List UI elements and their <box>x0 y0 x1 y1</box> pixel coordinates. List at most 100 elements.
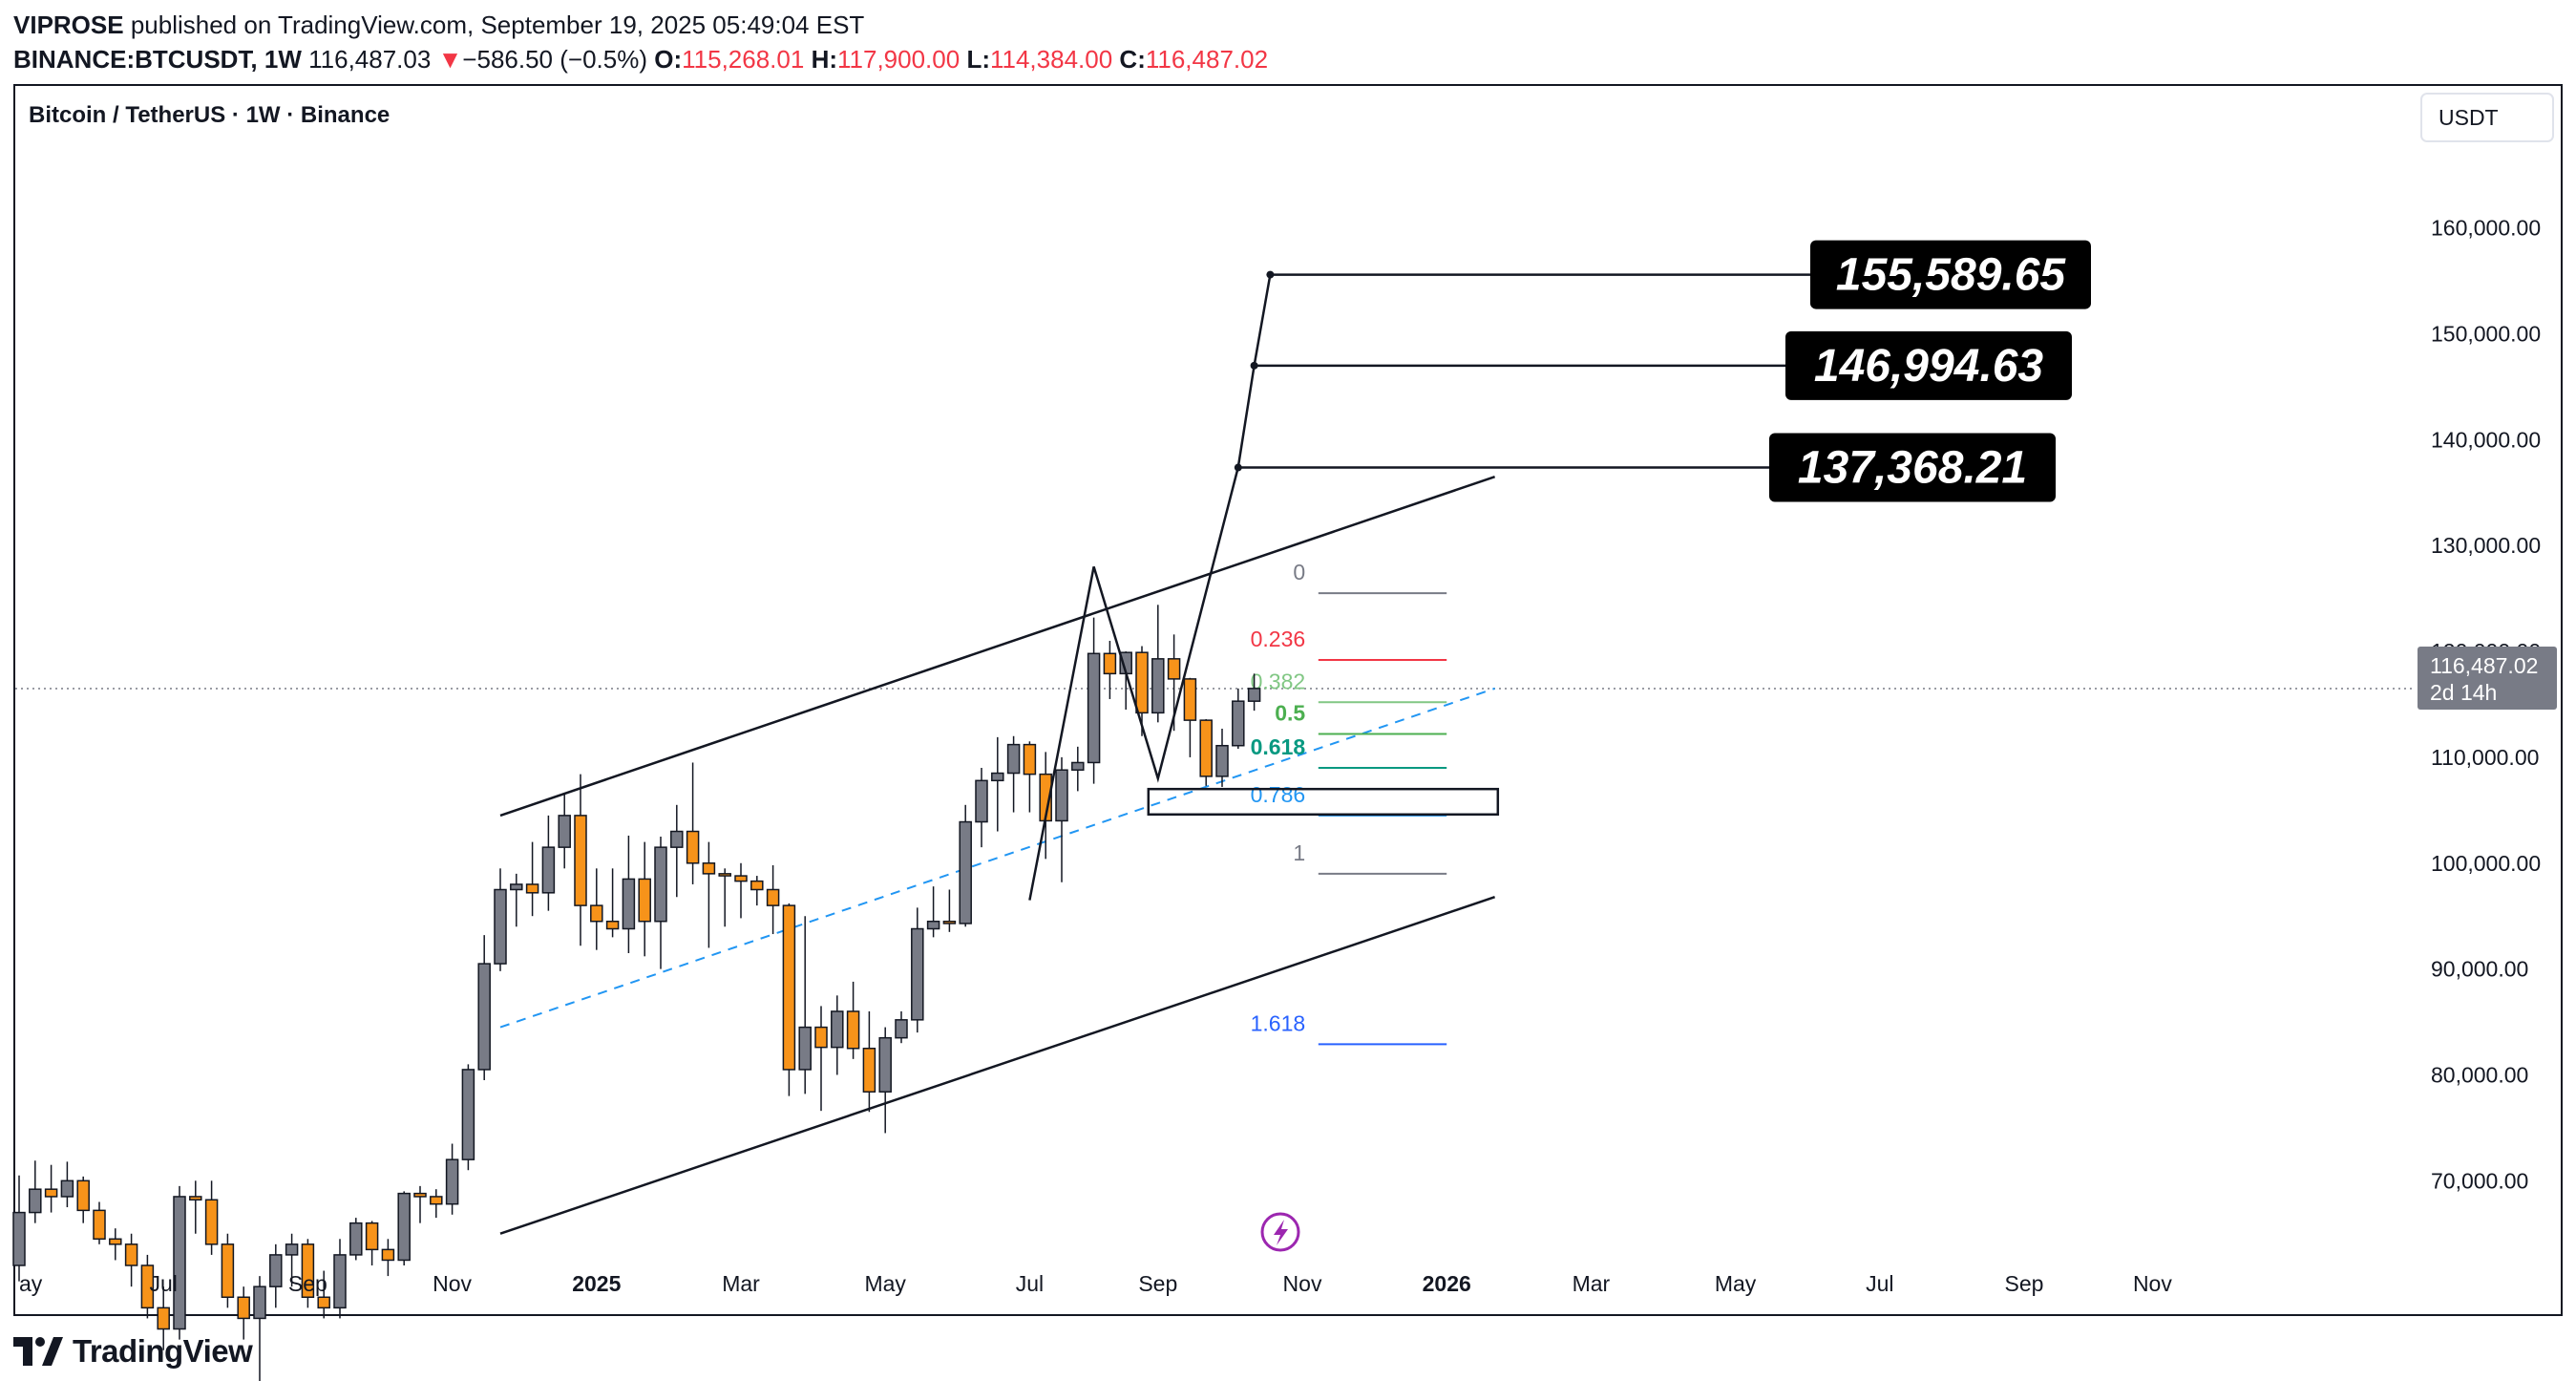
candle-body <box>1103 652 1117 675</box>
low-label: L: <box>966 45 990 74</box>
y-tick-label: 90,000.00 <box>2431 957 2528 982</box>
candle-body <box>846 1010 860 1050</box>
projection-path[interactable] <box>1028 274 1272 901</box>
target-label-box[interactable] <box>1810 240 2091 309</box>
candle-body <box>734 875 748 882</box>
candle-body <box>397 1192 411 1262</box>
y-tick-label: 140,000.00 <box>2431 427 2541 452</box>
candle-body <box>461 1069 475 1160</box>
candle-body <box>1215 744 1229 777</box>
target-label: 137,368.21 <box>1798 443 2027 494</box>
candle-body <box>1199 719 1213 777</box>
candle-body <box>12 1211 26 1266</box>
candle-body <box>1232 700 1245 747</box>
candle-body <box>413 1192 427 1198</box>
fib-level-label: 0.5 <box>1275 701 1305 726</box>
x-tick-label: Jul <box>149 1271 177 1296</box>
price-tag-value: 116,487.02 <box>2430 653 2538 678</box>
candle-body <box>1023 743 1037 775</box>
tradingview-logo-icon[interactable] <box>13 1337 63 1366</box>
candle-body <box>1247 688 1261 702</box>
target-label-box[interactable] <box>1785 330 2072 400</box>
candle-body <box>1087 652 1101 764</box>
x-tick-label: ay <box>19 1271 43 1296</box>
x-tick-label: Mar <box>1573 1271 1611 1296</box>
candle-body <box>541 846 556 894</box>
y-tick-label: 130,000.00 <box>2431 533 2541 558</box>
candle-body <box>1055 769 1068 822</box>
y-tick-label: 70,000.00 <box>2431 1168 2528 1193</box>
candle-body <box>670 830 684 848</box>
target-label: 146,994.63 <box>1814 341 2044 392</box>
x-tick-label: Nov <box>1283 1271 1322 1296</box>
support-zone-box[interactable] <box>1147 787 1500 817</box>
candle-body <box>445 1158 459 1205</box>
candle-body <box>975 779 988 823</box>
x-tick-label: May <box>864 1271 906 1296</box>
candle-body <box>381 1248 395 1262</box>
target-label-box[interactable] <box>1769 433 2056 502</box>
candle-body <box>204 1199 219 1245</box>
last-price: 116,487.03 <box>308 45 432 74</box>
y-tick-label: 150,000.00 <box>2431 322 2541 347</box>
published-text: published on TradingView.com, September … <box>123 11 865 39</box>
down-arrow-icon: ▼ <box>437 45 463 74</box>
high-value: 117,900.00 <box>837 45 961 74</box>
x-tick-label: Jul <box>1866 1271 1893 1296</box>
candle-body <box>798 1026 812 1071</box>
candle-body <box>895 1019 908 1039</box>
dashed-trendline[interactable] <box>499 687 1495 1029</box>
fib-level-label: 0.786 <box>1251 782 1306 807</box>
candle-body <box>926 920 940 930</box>
publisher-name[interactable]: VIPROSE <box>13 11 124 39</box>
candle-body <box>365 1222 379 1251</box>
x-tick-label: Jul <box>1016 1271 1044 1296</box>
chart-frame[interactable] <box>13 84 2563 1316</box>
candle-body <box>862 1048 876 1093</box>
publish-info: VIPROSE published on TradingView.com, Se… <box>13 8 1827 42</box>
candle-body <box>814 1026 828 1049</box>
candle-body <box>60 1179 74 1198</box>
x-tick-label: 2026 <box>1423 1271 1471 1296</box>
channel-lower-line[interactable] <box>499 896 1496 1235</box>
price-change: −586.50 (−0.5%) <box>462 45 647 74</box>
lightning-icon[interactable] <box>1260 1212 1300 1252</box>
x-tick-label: Sep <box>288 1271 327 1296</box>
target-label: 155,589.65 <box>1836 250 2067 301</box>
candle-body <box>558 815 571 848</box>
candle-body <box>605 920 620 930</box>
y-tick-label: 160,000.00 <box>2431 216 2541 241</box>
fib-level-label: 0.618 <box>1251 734 1306 759</box>
candle-body <box>718 873 731 877</box>
candle-body <box>221 1243 235 1299</box>
high-label: H: <box>811 45 837 74</box>
y-tick-label: 100,000.00 <box>2431 851 2541 876</box>
candle-body <box>574 815 587 906</box>
candle-body <box>590 904 603 923</box>
candle-body <box>959 820 972 924</box>
candle-body <box>702 862 716 875</box>
candle-body <box>878 1036 892 1093</box>
candle-body <box>1151 658 1165 714</box>
candle-body <box>173 1196 186 1330</box>
candle-body <box>477 963 491 1071</box>
candle-body <box>911 927 924 1021</box>
price-tag-countdown: 2d 14h <box>2430 680 2497 705</box>
price-tag: 116,487.02 2d 14h <box>2418 647 2557 710</box>
currency-button[interactable] <box>2420 93 2554 142</box>
candle-body <box>494 888 507 965</box>
price-tag-box <box>2418 647 2557 710</box>
y-tick-label: 80,000.00 <box>2431 1062 2528 1087</box>
tradingview-brand[interactable]: TradingView <box>73 1333 253 1369</box>
candle-body <box>525 883 539 894</box>
candle-body <box>93 1209 106 1241</box>
candle-body <box>124 1243 138 1266</box>
ohlc-line: BINANCE:BTCUSDT, 1W 116,487.03 ▼−586.50 … <box>13 42 1827 76</box>
symbol-label[interactable]: BINANCE:BTCUSDT, 1W <box>13 45 302 74</box>
candle-body <box>622 878 636 930</box>
candle-body <box>333 1254 347 1309</box>
candle-body <box>317 1296 330 1309</box>
candle-body <box>253 1285 266 1320</box>
channel-upper-line[interactable] <box>499 475 1496 818</box>
